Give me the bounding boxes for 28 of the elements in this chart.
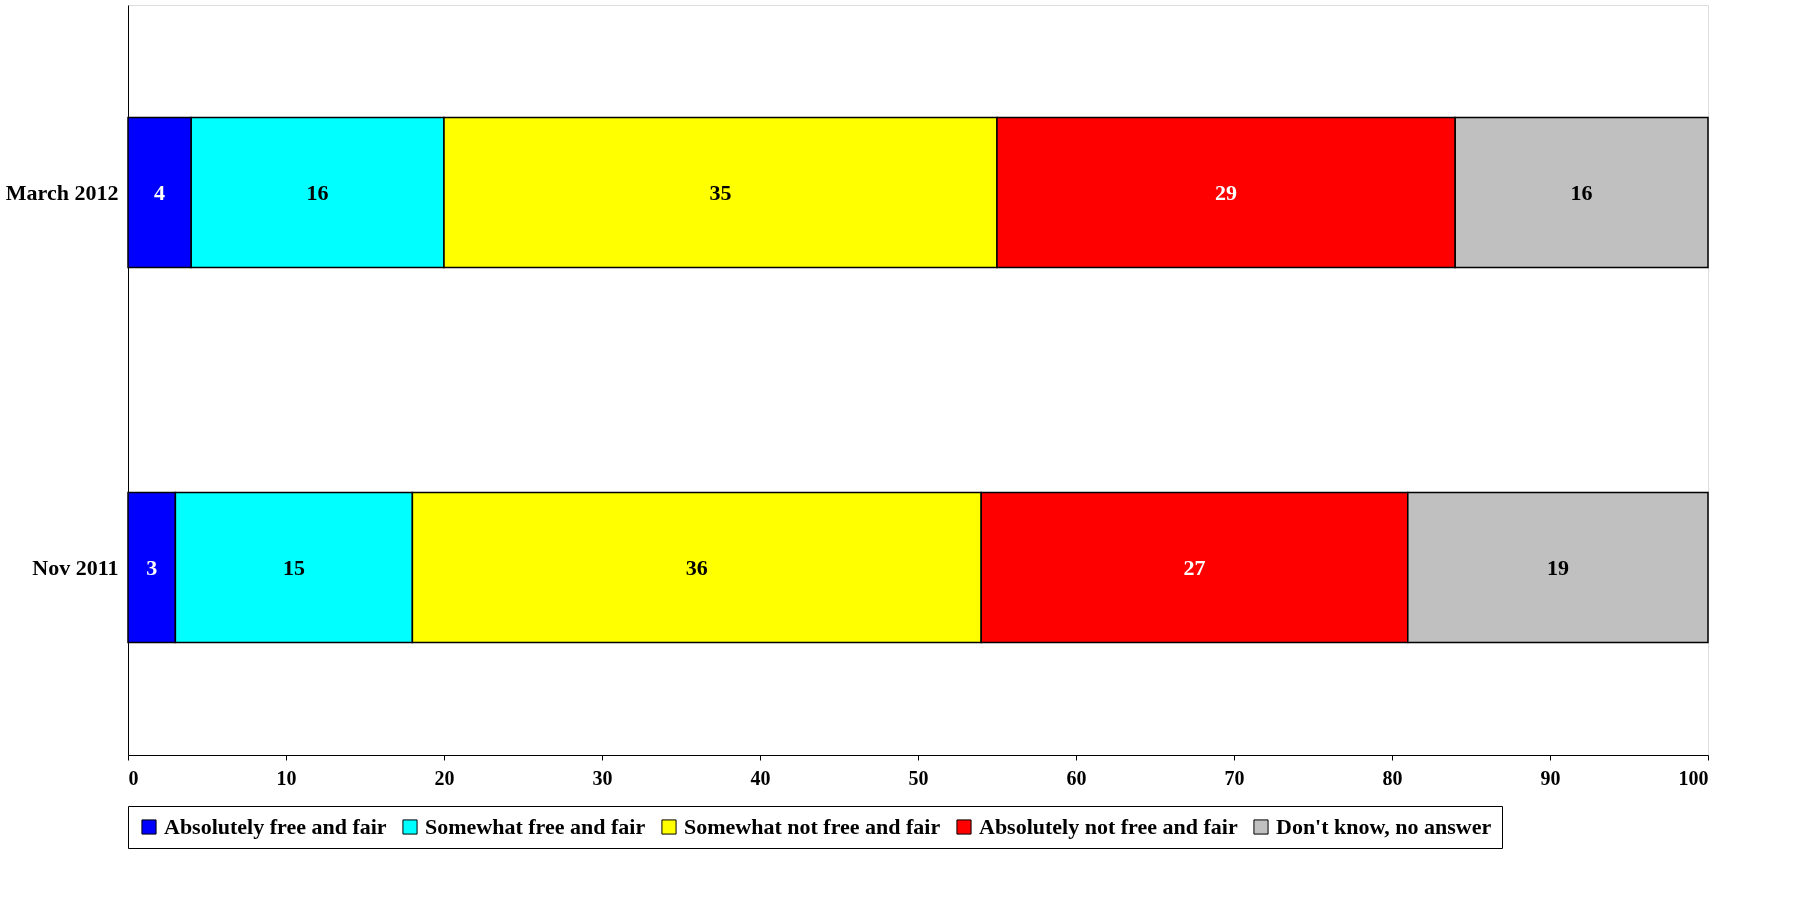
x-tick-label: 70	[1224, 766, 1245, 789]
data-label: 36	[685, 554, 708, 580]
legend-label: Absolutely free and fair	[164, 814, 387, 839]
data-label: 29	[1215, 179, 1238, 205]
data-label: 27	[1183, 554, 1206, 580]
x-tick-label: 0	[128, 766, 139, 789]
data-label: 19	[1546, 554, 1569, 580]
data-label: 35	[709, 179, 732, 205]
data-label: 16	[306, 179, 329, 205]
data-label: 4	[154, 179, 166, 205]
legend-label: Somewhat free and fair	[425, 814, 646, 839]
x-tick-label: 50	[908, 766, 929, 789]
y-tick-label: Nov 2011	[32, 554, 119, 580]
x-tick-label: 80	[1382, 766, 1403, 789]
x-tick-label: 20	[434, 766, 455, 789]
legend-label: Somewhat not free and fair	[684, 814, 941, 839]
x-tick-label: 40	[750, 766, 771, 789]
x-tick-label: 60	[1066, 766, 1087, 789]
data-label: 3	[146, 554, 158, 580]
y-tick-label: March 2012	[5, 179, 119, 205]
x-tick-label: 100	[1678, 766, 1709, 789]
x-tick-label: 90	[1540, 766, 1561, 789]
x-tick-label: 30	[592, 766, 613, 789]
x-tick-label: 10	[276, 766, 297, 789]
legend-label: Don't know, no answer	[1276, 814, 1492, 839]
data-label: 16	[1570, 179, 1593, 205]
data-label: 15	[282, 554, 305, 580]
legend-label: Absolutely not free and fair	[979, 814, 1238, 839]
